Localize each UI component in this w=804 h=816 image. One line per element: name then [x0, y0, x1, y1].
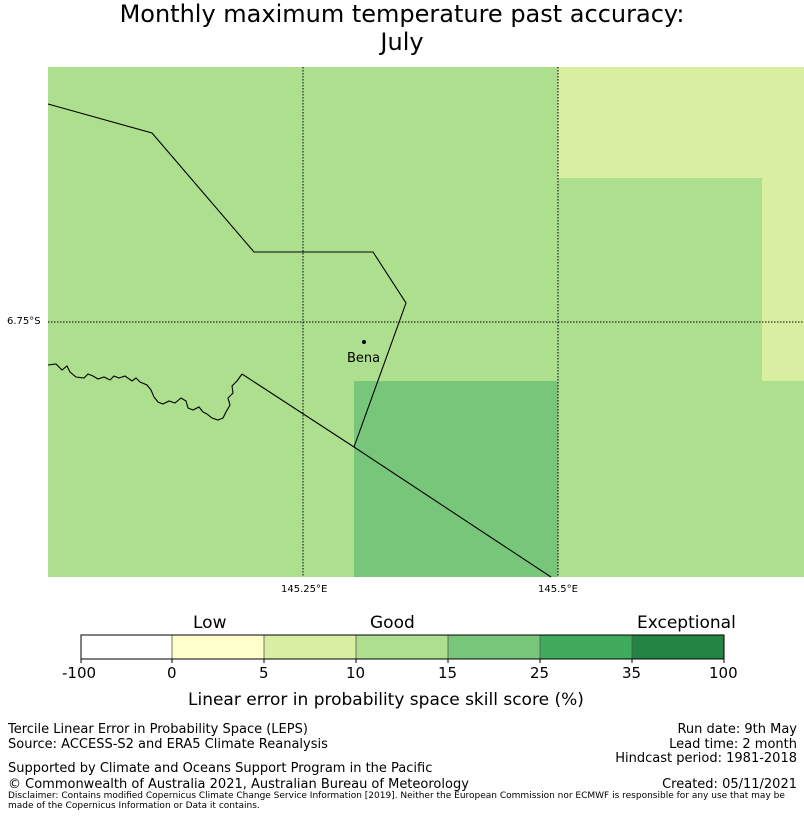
- colorbar-tick: 25: [530, 664, 550, 682]
- skill-grid: [48, 67, 804, 577]
- footer-copyright: © Commonwealth of Australia 2021, Austra…: [8, 777, 469, 792]
- colorbar-category-good: Good: [370, 613, 415, 633]
- footer-created: Created: 05/11/2021: [662, 777, 797, 792]
- colorbar-bin: [81, 635, 172, 659]
- lat-tick-label: 6.75°S: [7, 316, 41, 327]
- boundary-line: [47, 103, 407, 448]
- page-title: Monthly maximum temperature past accurac…: [0, 0, 804, 56]
- place-label-bena: Bena: [347, 351, 381, 366]
- bena-marker: [362, 340, 366, 344]
- colorbar-tick: 15: [438, 664, 458, 682]
- colorbar-bin: [632, 635, 724, 659]
- colorbar-bin: [540, 635, 632, 659]
- lon-tick-label: 145.25°E: [281, 584, 328, 595]
- footer-method: Tercile Linear Error in Probability Spac…: [8, 722, 308, 737]
- colorbar-bin: [172, 635, 264, 659]
- colorbar-bin: [264, 635, 356, 659]
- grid-cell-10-15: [762, 381, 804, 577]
- footer-hindcast-period: Hindcast period: 1981-2018: [615, 751, 797, 766]
- colorbar-bin: [356, 635, 448, 659]
- title-line-1: Monthly maximum temperature past accurac…: [119, 0, 685, 28]
- lon-tick-label: 145.5°E: [538, 584, 578, 595]
- title-line-2: July: [380, 28, 424, 56]
- grid-cell-10-15: [558, 178, 762, 577]
- boundary-line: [47, 363, 243, 421]
- colorbar-tick: 35: [622, 664, 642, 682]
- footer-source: Source: ACCESS-S2 and ERA5 Climate Reana…: [8, 737, 328, 752]
- colorbar-category-low: Low: [193, 613, 227, 633]
- footer-disclaimer: Disclaimer: Contains modified Copernicus…: [8, 791, 785, 811]
- footer-lead-time: Lead time: 2 month: [669, 737, 797, 752]
- colorbar-tick: 100: [709, 664, 738, 682]
- grid-cell-15-25: [354, 381, 558, 577]
- colorbar-outline: [80, 634, 725, 660]
- colorbar-axis-label: Linear error in probability space skill …: [188, 690, 584, 710]
- colorbar-tick: -100: [62, 664, 97, 682]
- boundary-line: [241, 373, 552, 578]
- footer-support: Supported by Climate and Oceans Support …: [8, 761, 433, 776]
- graticule: [48, 67, 804, 577]
- colorbar-bin: [448, 635, 540, 659]
- colorbar: [80, 634, 725, 663]
- colorbar-tick: 0: [167, 664, 177, 682]
- colorbar-category-exceptional: Exceptional: [637, 613, 736, 633]
- colorbar-tick: 5: [259, 664, 269, 682]
- province-boundaries: [47, 103, 552, 578]
- colorbar-tick: 10: [346, 664, 366, 682]
- footer-run-date: Run date: 9th May: [677, 722, 797, 737]
